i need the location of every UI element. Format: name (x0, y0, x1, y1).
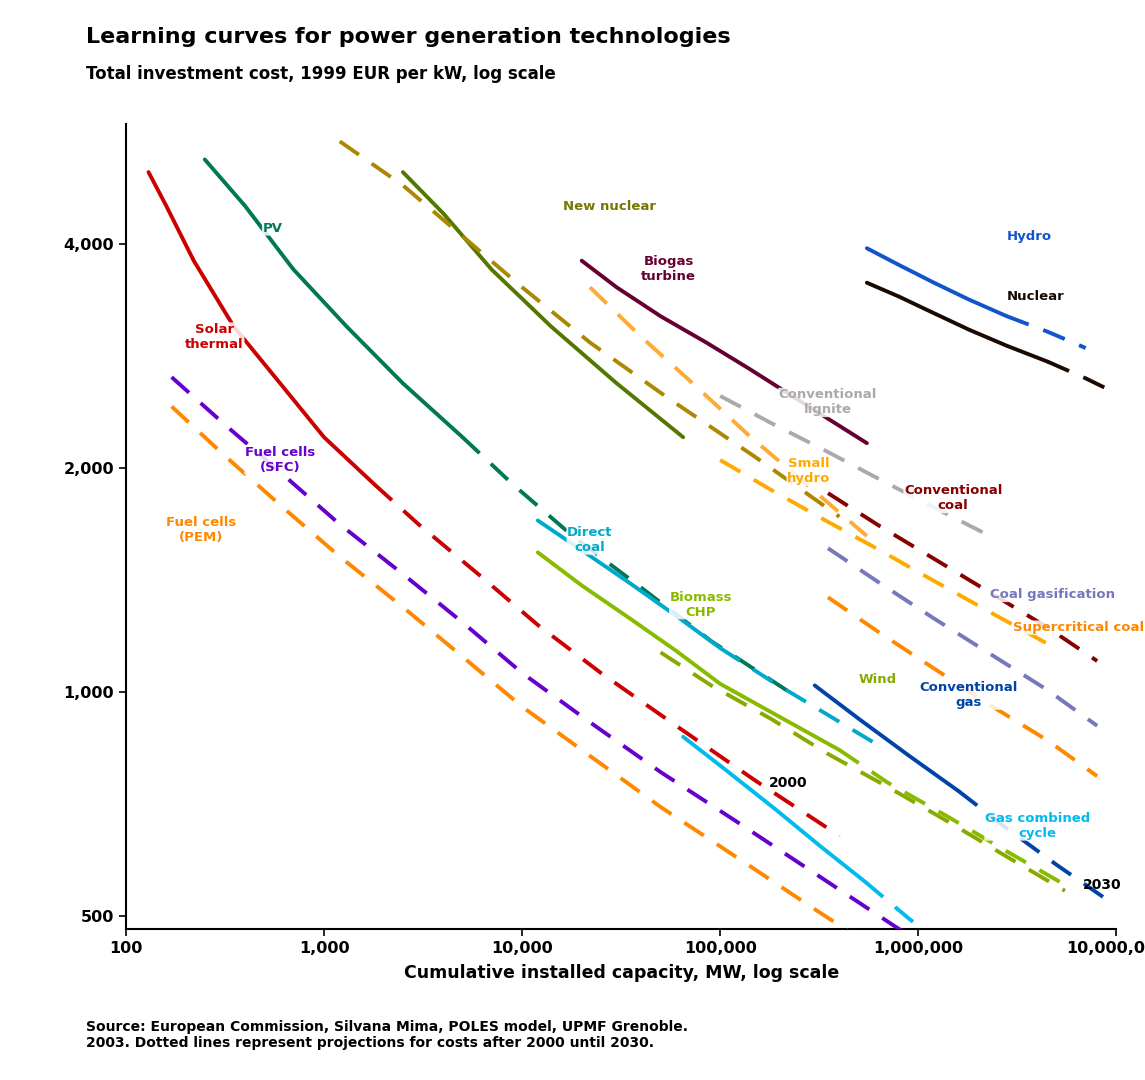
Text: Nuclear: Nuclear (1006, 291, 1065, 303)
Text: Conventional
lignite: Conventional lignite (779, 389, 877, 417)
Text: Conventional
coal: Conventional coal (905, 485, 1002, 512)
Text: Gas combined
cycle: Gas combined cycle (985, 812, 1090, 840)
Text: Solar
thermal: Solar thermal (185, 323, 244, 351)
Text: PV: PV (262, 221, 283, 235)
Text: Direct
coal: Direct coal (567, 526, 613, 554)
Text: 2030: 2030 (1083, 878, 1122, 892)
Text: Fuel cells
(PEM): Fuel cells (PEM) (166, 516, 236, 544)
Text: Source: European Commission, Silvana Mima, POLES model, UPMF Grenoble.
2003. Dot: Source: European Commission, Silvana Mim… (86, 1020, 688, 1050)
Text: Biogas
turbine: Biogas turbine (641, 255, 696, 283)
Text: Wind: Wind (859, 673, 897, 686)
Text: Total investment cost, 1999 EUR per kW, log scale: Total investment cost, 1999 EUR per kW, … (86, 65, 555, 83)
X-axis label: Cumulative installed capacity, MW, log scale: Cumulative installed capacity, MW, log s… (403, 964, 839, 982)
Text: Learning curves for power generation technologies: Learning curves for power generation tec… (86, 27, 731, 48)
Text: 2000: 2000 (768, 775, 807, 789)
Text: Supercritical coal: Supercritical coal (1013, 621, 1144, 634)
Text: New nuclear: New nuclear (562, 200, 656, 213)
Text: Hydro: Hydro (1006, 230, 1052, 243)
Text: Biomass
CHP: Biomass CHP (670, 591, 733, 619)
Text: Coal gasification: Coal gasification (990, 589, 1115, 602)
Text: Conventional
gas: Conventional gas (919, 681, 1018, 710)
Text: Small
hydro: Small hydro (787, 457, 830, 485)
Text: Fuel cells
(SFC): Fuel cells (SFC) (245, 446, 315, 474)
